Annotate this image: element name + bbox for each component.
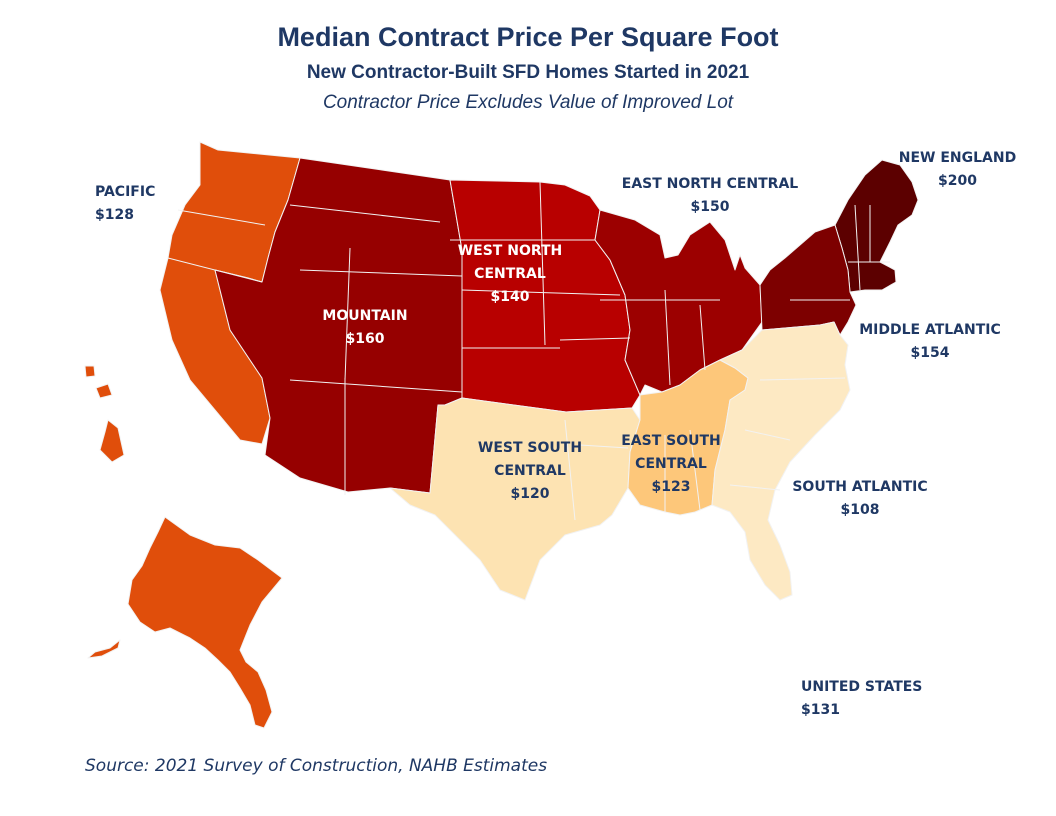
state-borders	[167, 181, 890, 521]
label-east-south-central: EAST SOUTH CENTRAL $123	[621, 433, 721, 495]
region-east-north-central	[594, 209, 763, 396]
label-west-south-central: WEST SOUTH CENTRAL $120	[477, 440, 583, 502]
map-subtitle: New Contractor-Built SFD Homes Started i…	[306, 62, 750, 83]
label-west-north-central: WEST NORTH CENTRAL $140	[457, 243, 563, 305]
label-mountain: MOUNTAIN $160	[322, 308, 408, 347]
map-title: Median Contract Price Per Square Foot	[277, 22, 779, 52]
label-united-states: UNITED STATES $131	[801, 679, 923, 718]
label-south-atlantic: SOUTH ATLANTIC $108	[792, 479, 928, 518]
label-new-england: NEW ENGLAND $200	[898, 150, 1017, 189]
region-pacific-alaska	[87, 516, 283, 729]
region-south-atlantic	[711, 321, 851, 601]
label-middle-atlantic: MIDDLE ATLANTIC $154	[859, 322, 1001, 361]
region-west-south-central	[389, 397, 641, 601]
source-note: Source: 2021 Survey of Construction, NAH…	[85, 756, 548, 776]
label-east-north-central: EAST NORTH CENTRAL $150	[621, 176, 799, 215]
region-pacific-hawaii	[84, 365, 125, 463]
map-note: Contractor Price Excludes Value of Impro…	[322, 92, 734, 113]
label-pacific: PACIFIC $128	[95, 184, 156, 223]
